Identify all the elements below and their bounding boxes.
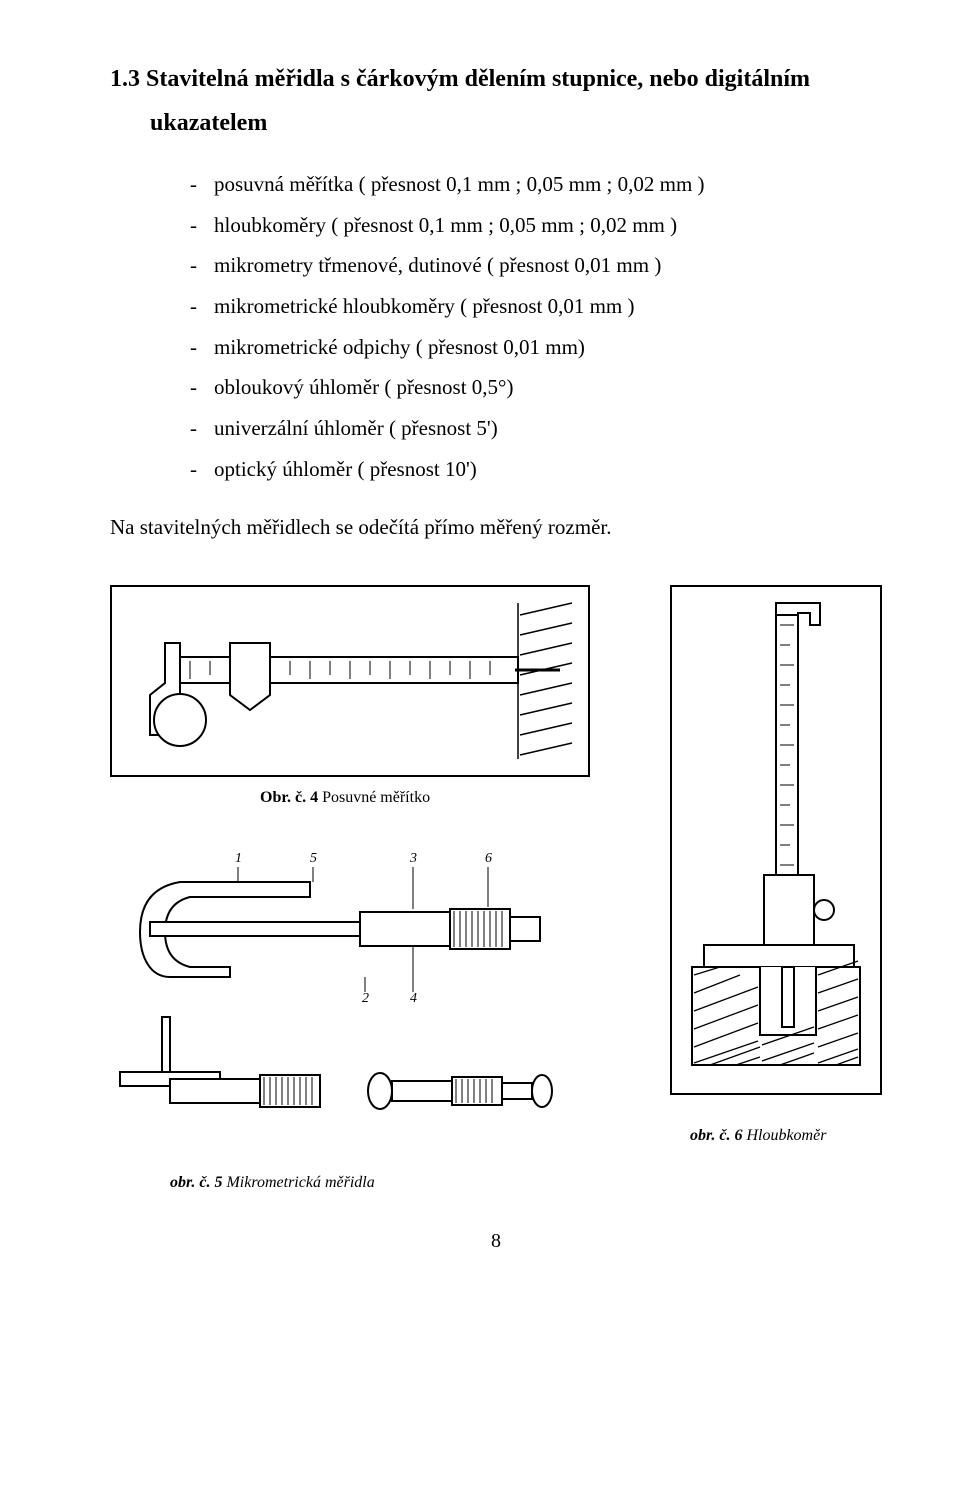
micrometer-icon: 1 5 3 6 2 4 (110, 827, 570, 1147)
page-number: 8 (110, 1225, 882, 1258)
section-heading-line2: ukazatelem (150, 104, 882, 144)
figure-6-caption-rest: Hloubkoměr (742, 1127, 826, 1144)
list-item: hloubkoměry ( přesnost 0,1 mm ; 0,05 mm … (190, 208, 882, 243)
list-item: optický úhloměr ( přesnost 10') (190, 452, 882, 487)
figure-6-caption-bold: obr. č. 6 (690, 1127, 742, 1144)
figure-6-caption: obr. č. 6 Hloubkoměr (690, 1123, 826, 1149)
figure-5-caption: obr. č. 5 Mikrometrická měřidla (170, 1170, 375, 1196)
figure-5-caption-rest: Mikrometrická měřidla (222, 1174, 374, 1191)
list-item: obloukový úhloměr ( přesnost 0,5°) (190, 370, 882, 405)
list-item: mikrometrické hloubkoměry ( přesnost 0,0… (190, 289, 882, 324)
body-paragraph: Na stavitelných měřidlech se odečítá pří… (110, 510, 882, 545)
svg-text:6: 6 (485, 851, 492, 866)
depth-gauge-icon (680, 595, 872, 1085)
section-heading-line1: 1.3 Stavitelná měřidla s čárkovým dělení… (110, 60, 882, 100)
list-item: univerzální úhloměr ( přesnost 5') (190, 411, 882, 446)
svg-text:3: 3 (409, 851, 417, 866)
svg-text:4: 4 (410, 991, 417, 1006)
figure-4-box (110, 585, 590, 777)
figure-4-caption-rest: Posuvné měřítko (318, 789, 430, 806)
figure-6-box (670, 585, 882, 1095)
figure-4-caption-bold: Obr. č. 4 (260, 789, 318, 806)
svg-text:2: 2 (362, 991, 369, 1006)
figures-region: Obr. č. 4 Posuvné měřítko (110, 585, 882, 1205)
figure-5-box: 1 5 3 6 2 4 (110, 827, 570, 1147)
svg-text:1: 1 (235, 851, 242, 866)
svg-text:5: 5 (310, 851, 317, 866)
list-item: posuvná měřítka ( přesnost 0,1 mm ; 0,05… (190, 167, 882, 202)
figure-5-caption-bold: obr. č. 5 (170, 1174, 222, 1191)
list-item: mikrometry třmenové, dutinové ( přesnost… (190, 248, 882, 283)
bullet-list: posuvná měřítka ( přesnost 0,1 mm ; 0,05… (190, 167, 882, 486)
figure-4-caption: Obr. č. 4 Posuvné měřítko (260, 785, 430, 811)
list-item: mikrometrické odpichy ( přesnost 0,01 mm… (190, 330, 882, 365)
caliper-icon (120, 595, 580, 767)
